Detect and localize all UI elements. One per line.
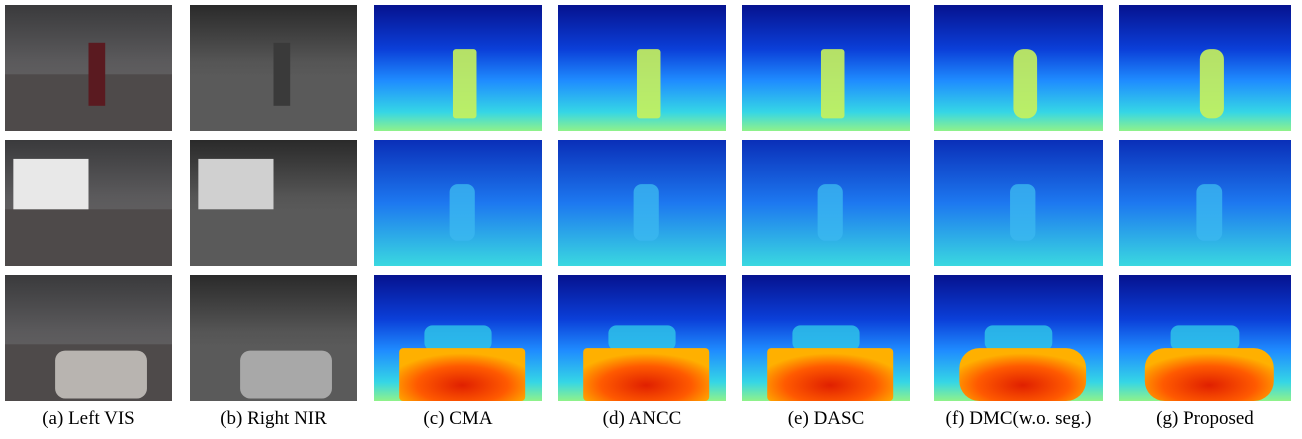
car-depth bbox=[583, 348, 710, 401]
car-roof-depth bbox=[1170, 325, 1240, 351]
column-caption: (g) Proposed bbox=[1156, 408, 1254, 429]
figure-image bbox=[374, 140, 542, 266]
person-depth bbox=[1013, 49, 1038, 119]
figure-image bbox=[190, 275, 357, 401]
figure-image bbox=[742, 140, 910, 266]
car bbox=[55, 350, 147, 399]
person-depth bbox=[817, 184, 843, 241]
person-depth bbox=[636, 49, 661, 119]
person-depth bbox=[1010, 184, 1036, 241]
car bbox=[240, 350, 332, 399]
column-caption: (f) DMC(w.o. seg.) bbox=[946, 408, 1092, 429]
figure-image bbox=[374, 275, 542, 401]
figure-image bbox=[5, 275, 172, 401]
figure-image bbox=[374, 5, 542, 131]
column-caption: (c) CMA bbox=[423, 408, 492, 429]
person-depth bbox=[1196, 184, 1223, 241]
car-depth bbox=[959, 348, 1087, 401]
column-caption: (a) Left VIS bbox=[42, 408, 135, 429]
figure-image bbox=[934, 140, 1103, 266]
figure-image bbox=[190, 140, 357, 266]
figure-image bbox=[934, 275, 1103, 401]
car-depth bbox=[767, 348, 894, 401]
person-depth bbox=[820, 49, 845, 119]
car-depth bbox=[399, 348, 526, 401]
person bbox=[88, 42, 106, 106]
figure-image bbox=[558, 275, 726, 401]
column-caption: (d) ANCC bbox=[603, 408, 682, 429]
figure-image bbox=[742, 275, 910, 401]
column-caption: (b) Right NIR bbox=[220, 408, 327, 429]
car-roof-depth bbox=[424, 325, 492, 351]
figure-image bbox=[934, 5, 1103, 131]
figure-image bbox=[1119, 5, 1291, 131]
person bbox=[273, 42, 291, 106]
column-caption: (e) DASC bbox=[788, 408, 865, 429]
road bbox=[5, 209, 172, 266]
truck bbox=[198, 158, 274, 210]
truck bbox=[13, 158, 89, 210]
figure-image bbox=[190, 5, 357, 131]
car-roof-depth bbox=[792, 325, 860, 351]
person-depth bbox=[1199, 49, 1224, 119]
figure-image bbox=[1119, 275, 1291, 401]
figure-image bbox=[558, 5, 726, 131]
person-depth bbox=[452, 49, 477, 119]
road bbox=[190, 209, 357, 266]
car-roof-depth bbox=[608, 325, 676, 351]
figure-image bbox=[5, 140, 172, 266]
person-depth bbox=[449, 184, 475, 241]
figure-image bbox=[742, 5, 910, 131]
car-roof-depth bbox=[984, 325, 1053, 351]
figure-image bbox=[5, 5, 172, 131]
figure-image bbox=[1119, 140, 1291, 266]
person-depth bbox=[633, 184, 659, 241]
car-depth bbox=[1144, 348, 1274, 401]
figure-image bbox=[558, 140, 726, 266]
